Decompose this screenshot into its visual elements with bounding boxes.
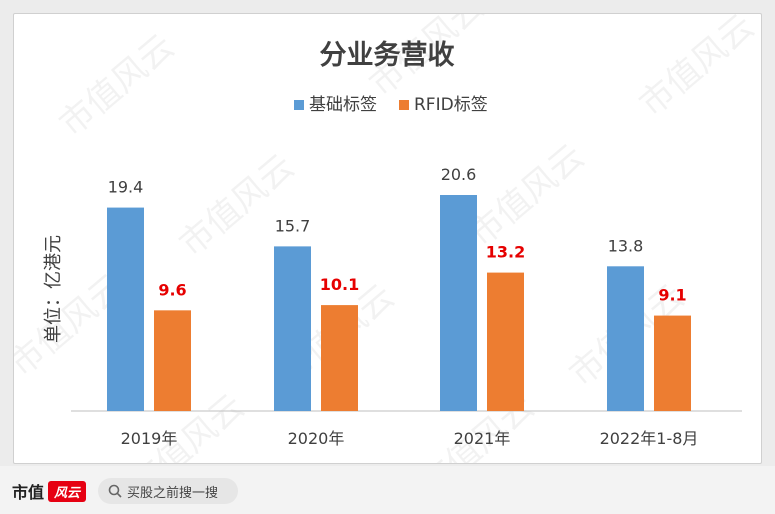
legend-swatch-1 <box>399 100 409 110</box>
y-axis-label: 单位：亿港元 <box>43 235 64 343</box>
bar-rfid-3 <box>654 315 691 411</box>
data-label-basic-3: 13.8 <box>608 236 644 255</box>
legend-label-1: RFID标签 <box>414 95 488 115</box>
bar-chart: 市值风云市值风云市值风云市值风云市值风云市值风云市值风云市值风云市值风云市值风云… <box>2 0 762 505</box>
chart-title: 分业务营收 <box>320 40 455 71</box>
legend-swatch-0 <box>294 100 304 110</box>
search-box[interactable]: 买股之前搜一搜 <box>98 478 238 504</box>
brand-logo: 风云 <box>48 480 87 502</box>
data-label-rfid-1: 10.1 <box>320 275 359 294</box>
legend-label-0: 基础标签 <box>309 95 377 115</box>
data-label-rfid-2: 13.2 <box>486 243 525 262</box>
bar-basic-0 <box>107 207 144 411</box>
data-label-basic-0: 19.4 <box>108 178 144 197</box>
bar-rfid-1 <box>321 305 358 411</box>
bar-basic-1 <box>274 246 311 411</box>
bar-basic-3 <box>607 266 644 411</box>
brand: 市值 风云 <box>12 480 87 502</box>
data-label-rfid-3: 9.1 <box>658 286 686 305</box>
x-tick-label-0: 2019年 <box>121 429 178 448</box>
bar-basic-2 <box>440 195 477 411</box>
brand-name: 市值 <box>12 483 45 502</box>
watermark-text: 市值风云 <box>52 27 182 145</box>
x-tick-label-3: 2022年1-8月 <box>600 429 699 448</box>
bar-rfid-0 <box>154 310 191 411</box>
bar-rfid-2 <box>487 272 524 411</box>
legend: 基础标签 RFID标签 <box>294 95 488 115</box>
x-tick-labels: 2019年 2020年 2021年 2022年1-8月 <box>121 429 699 448</box>
footer-bar: 市值 风云 买股之前搜一搜 <box>0 466 775 514</box>
search-icon <box>108 484 122 498</box>
bars-group: 19.4 9.6 15.7 10.1 20.6 13.2 13.8 9.1 <box>107 165 691 411</box>
data-label-basic-2: 20.6 <box>441 165 477 184</box>
watermark-text: 市值风云 <box>632 14 761 125</box>
x-tick-label-2: 2021年 <box>454 429 511 448</box>
x-tick-label-1: 2020年 <box>288 429 345 448</box>
data-label-rfid-0: 9.6 <box>158 280 186 299</box>
search-placeholder: 买股之前搜一搜 <box>127 485 219 501</box>
watermark-text: 市值风云 <box>462 137 592 255</box>
chart-card: 市值风云市值风云市值风云市值风云市值风云市值风云市值风云市值风云市值风云市值风云… <box>2 0 762 505</box>
data-label-basic-1: 15.7 <box>275 216 311 235</box>
